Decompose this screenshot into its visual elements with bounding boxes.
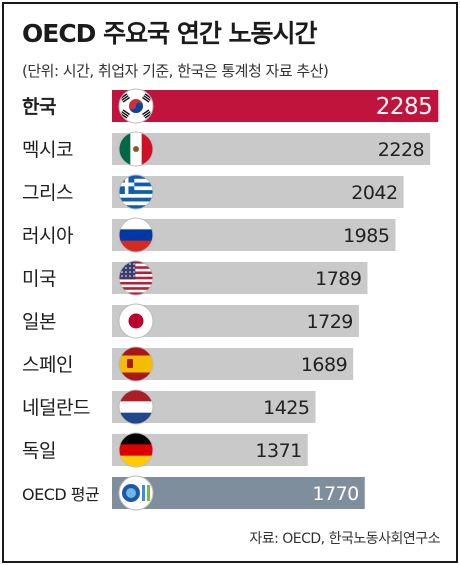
value-label: 1729 (307, 311, 353, 333)
netherlands-flag-icon (118, 389, 154, 425)
bar-row: 일본 1729 (22, 303, 359, 339)
korea-flag-icon (118, 88, 154, 124)
bar (112, 219, 396, 251)
category-label: 네덜란드 (22, 397, 90, 419)
category-label: 그리스 (22, 182, 73, 204)
value-label: 1689 (301, 354, 347, 376)
bar-row: 한국 2285 (22, 88, 439, 124)
category-label: 스페인 (22, 354, 73, 376)
bar (112, 133, 431, 165)
value-label: 1371 (255, 440, 301, 462)
value-label: 1425 (263, 397, 309, 419)
spain-flag-icon (118, 346, 154, 382)
category-label: 미국 (22, 268, 56, 290)
bar-row: 멕시코 2228 (22, 131, 431, 167)
greece-flag-icon (118, 174, 154, 210)
mexico-flag-icon (118, 131, 154, 167)
bar (112, 477, 365, 509)
japan-flag-icon (118, 303, 154, 339)
russia-flag-icon (118, 217, 154, 253)
category-label: OECD 평균 (22, 485, 99, 504)
value-label: 2228 (378, 139, 424, 161)
bar-row: 러시아 1985 (22, 217, 396, 253)
category-label: 러시아 (22, 225, 73, 247)
source-note: 자료: OECD, 한국노동사회연구소 (249, 531, 440, 547)
value-label: 2285 (376, 94, 433, 120)
bar-row: OECD 평균 1770 (22, 475, 365, 511)
bar-row: 독일 1371 (22, 432, 308, 468)
value-label: 2042 (351, 182, 397, 204)
bar (112, 176, 404, 208)
bar-row: 스페인 1689 (22, 346, 354, 382)
value-label: 1985 (343, 225, 389, 247)
bar (112, 262, 368, 294)
bar (112, 90, 439, 122)
value-label: 1770 (312, 483, 358, 505)
bar-row: 미국 1789 (22, 260, 368, 296)
oecd-logo-icon (118, 475, 154, 511)
category-label: 일본 (22, 311, 56, 333)
category-label: 독일 (22, 440, 56, 462)
chart-subtitle: (단위: 시간, 취업자 기준, 한국은 통계청 자료 추산) (22, 62, 329, 80)
bar-row: 그리스 2042 (22, 174, 404, 210)
value-label: 1789 (315, 268, 361, 290)
chart-title: OECD 주요국 연간 노동시간 (22, 19, 318, 48)
usa-flag-icon (118, 260, 154, 296)
category-label: 멕시코 (22, 139, 73, 161)
category-label: 한국 (22, 96, 56, 118)
bar-row: 네덜란드 1425 (22, 389, 316, 425)
germany-flag-icon (118, 432, 154, 468)
